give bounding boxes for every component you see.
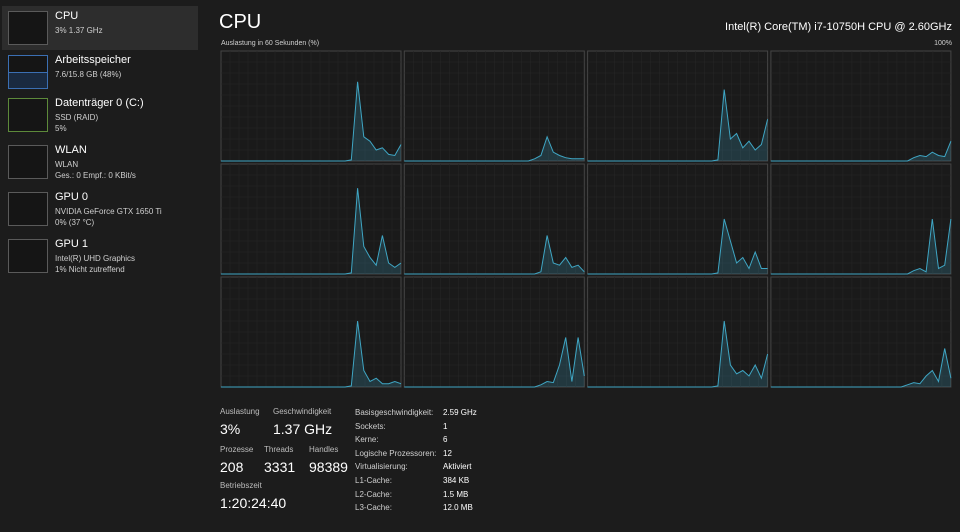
core-line (770, 141, 952, 162)
stat-label: Prozesse (220, 445, 254, 454)
detail-value: Aktiviert (443, 462, 472, 472)
stat-label: Auslastung (220, 407, 260, 416)
detail-value: 1.5 MB (443, 489, 469, 499)
detail-value: 1 (443, 421, 448, 431)
item-line: WLAN (55, 160, 79, 169)
core-area (587, 89, 768, 161)
stat-value: 208 (220, 459, 244, 475)
item-title: GPU 1 (55, 238, 89, 250)
detail-value: 6 (443, 435, 448, 445)
thumbnail (8, 192, 48, 226)
core-line (770, 348, 952, 388)
stat-value: 3331 (264, 459, 296, 475)
stat-value: 1.37 GHz (273, 421, 333, 437)
sidebar-item[interactable]: WLAN WLAN Ges.: 0 Empf.: 0 KBit/s (2, 140, 198, 184)
thumbnail (8, 98, 48, 132)
detail-label: L1-Cache: (355, 476, 392, 485)
core-line (404, 135, 585, 162)
item-line: 1% Nicht zutreffend (55, 265, 125, 274)
thumbnail (8, 55, 48, 89)
detail-label: Virtualisierung: (355, 462, 408, 472)
max-label: 100% (934, 40, 952, 47)
stat-label: Handles (309, 445, 339, 454)
detail-value: 384 KB (443, 476, 470, 485)
item-line: Ges.: 0 Empf.: 0 KBit/s (55, 171, 136, 180)
core-line (221, 320, 402, 388)
stat-label: Betriebszeit (220, 481, 262, 490)
detail-label: Sockets: (355, 421, 386, 431)
core-area (770, 141, 951, 161)
sidebar-item[interactable]: GPU 1 Intel(R) UHD Graphics 1% Nicht zutre… (2, 234, 198, 278)
core-area (221, 188, 401, 274)
sidebar: CPU 3% 1.37 GHz Arbeitsspeicher 7.6/15.8 GB… (0, 0, 200, 532)
item-line: 0% (37 °C) (55, 218, 95, 227)
core-line (221, 81, 402, 162)
core-line (587, 89, 769, 162)
item-title: CPU (55, 10, 79, 22)
thumbnail (8, 11, 48, 45)
core-line (770, 218, 952, 275)
detail-label: L2-Cache: (355, 489, 392, 499)
core-area (221, 81, 401, 161)
sidebar-item[interactable]: Datenträger 0 (C:) SSD (RAID) 5% (2, 93, 198, 137)
thumb-fill (9, 71, 47, 88)
detail-label: Kerne: (355, 435, 379, 445)
core-area (770, 348, 951, 387)
stat-value: 1:20:24:40 (220, 495, 287, 511)
sidebar-item[interactable]: GPU 0 NVIDIA GeForce GTX 1650 Ti 0% (37 °C… (2, 187, 198, 231)
page-title: CPU (219, 11, 262, 33)
item-line: 7.6/15.8 GB (48%) (55, 70, 122, 79)
thumbnail (8, 239, 48, 273)
core-line (404, 337, 585, 388)
stat-value: 98389 (309, 459, 348, 475)
detail-value: 2.59 GHz (443, 408, 477, 417)
item-title: GPU 0 (55, 191, 89, 203)
stat-label: Geschwindigkeit (273, 407, 332, 416)
core-area (404, 235, 585, 274)
core-line (404, 235, 585, 275)
item-line: NVIDIA GeForce GTX 1650 Ti (55, 207, 162, 216)
thumbnail (8, 145, 48, 179)
stat-value: 3% (220, 421, 241, 437)
item-title: WLAN (55, 144, 87, 156)
detail-label: Basisgeschwindigkeit: (355, 408, 434, 417)
item-title: Datenträger 0 (C:) (55, 97, 144, 109)
core-line (587, 218, 768, 275)
stat-label: Threads (264, 445, 294, 454)
item-line: 5% (55, 124, 67, 133)
axis-label: Auslastung in 60 Sekunden (%) (221, 40, 320, 47)
sidebar-item[interactable]: Arbeitsspeicher 7.6/15.8 GB (48%) (2, 50, 198, 94)
item-line: 3% 1.37 GHz (55, 26, 103, 35)
item-title: Arbeitsspeicher (55, 54, 131, 66)
core-line (221, 188, 402, 275)
detail-value: 12 (443, 448, 452, 458)
sidebar-item[interactable]: CPU 3% 1.37 GHz (2, 6, 198, 50)
processor-name: Intel(R) Core(TM) i7-10750H CPU @ 2.60GH… (725, 21, 952, 33)
core-line (587, 320, 769, 388)
cpu-graphs (220, 50, 952, 388)
item-line: SSD (RAID) (55, 113, 99, 122)
detail-label: Logische Prozessoren: (355, 448, 437, 458)
detail-label: L3-Cache: (355, 503, 392, 513)
detail-value: 12.0 MB (443, 503, 473, 513)
item-line: Intel(R) UHD Graphics (55, 254, 136, 263)
core-area (404, 136, 585, 161)
